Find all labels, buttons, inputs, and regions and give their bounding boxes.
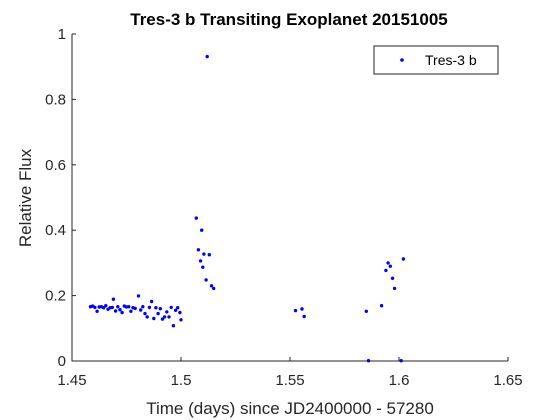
legend: Tres-3 b (374, 46, 498, 74)
y-tick-label: 0.6 (45, 157, 66, 174)
data-point (300, 307, 303, 310)
y-tick-label: 0.2 (45, 288, 66, 305)
chart-title: Tres-3 b Transiting Exoplanet 20151005 (130, 10, 447, 29)
data-point (199, 259, 202, 262)
data-point (159, 307, 162, 310)
data-point (141, 305, 144, 308)
data-point (146, 315, 149, 318)
plot-area (72, 34, 508, 361)
data-point (163, 315, 166, 318)
x-tick-label: 1.55 (275, 372, 304, 389)
data-point (210, 284, 213, 287)
data-point (206, 55, 209, 58)
data-point (176, 306, 179, 309)
x-tick-label: 1.45 (57, 372, 86, 389)
y-tick-label: 0.4 (45, 222, 66, 239)
data-point (170, 306, 173, 309)
data-point (156, 312, 159, 315)
data-point (95, 310, 98, 313)
data-point (139, 308, 142, 311)
data-point (367, 359, 370, 362)
data-point (112, 298, 115, 301)
data-point (137, 294, 140, 297)
data-point (202, 252, 205, 255)
x-axis: 1.45 1.5 1.55 1.6 1.65 (57, 357, 522, 389)
data-point (179, 318, 182, 321)
data-point (127, 305, 130, 308)
data-point (391, 277, 394, 280)
x-tick-label: 1.65 (493, 372, 522, 389)
data-point (152, 317, 155, 320)
data-point (104, 304, 107, 307)
y-tick-label: 1 (58, 26, 66, 43)
data-point (400, 359, 403, 362)
data-point (294, 309, 297, 312)
x-axis-label: Time (days) since JD2400000 - 57280 (146, 399, 434, 418)
data-series (89, 55, 405, 363)
data-point (129, 310, 132, 313)
data-point (118, 308, 121, 311)
legend-marker (400, 58, 404, 62)
data-point (386, 261, 389, 264)
data-point (201, 266, 204, 269)
data-point (178, 311, 181, 314)
data-point (393, 287, 396, 290)
data-point (150, 300, 153, 303)
data-point (195, 216, 198, 219)
data-point (111, 306, 114, 309)
data-point (143, 312, 146, 315)
y-tick-label: 0.8 (45, 91, 66, 108)
data-point (154, 306, 157, 309)
data-point (365, 310, 368, 313)
data-point (172, 324, 175, 327)
y-axis: 0 0.2 0.4 0.6 0.8 1 (45, 26, 76, 370)
data-point (208, 253, 211, 256)
data-point (134, 307, 137, 310)
data-point (200, 229, 203, 232)
data-point (165, 310, 168, 313)
data-point (116, 305, 119, 308)
y-tick-label: 0 (58, 353, 66, 370)
data-point (212, 287, 215, 290)
x-tick-label: 1.5 (171, 372, 192, 389)
plot-frame (72, 34, 508, 361)
data-point (204, 278, 207, 281)
data-point (380, 304, 383, 307)
data-point (384, 269, 387, 272)
data-point (197, 248, 200, 251)
data-point (402, 257, 405, 260)
data-point (93, 306, 96, 309)
data-point (389, 265, 392, 268)
y-axis-label: Relative Flux (16, 148, 35, 247)
legend-label: Tres-3 b (425, 52, 477, 68)
data-point (120, 311, 123, 314)
data-point (114, 309, 117, 312)
data-point (303, 315, 306, 318)
x-tick-label: 1.6 (389, 372, 410, 389)
data-point (148, 306, 151, 309)
data-point (167, 315, 170, 318)
